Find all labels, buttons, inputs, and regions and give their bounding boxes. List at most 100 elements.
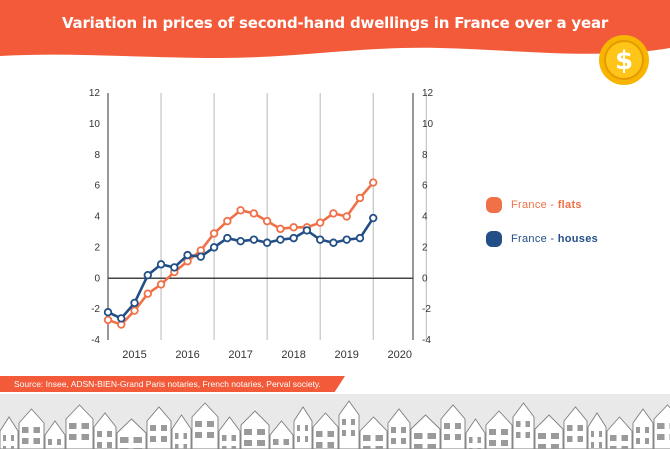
data-point-houses [342, 235, 351, 244]
town-window [645, 427, 649, 433]
town-house [93, 412, 117, 449]
town-window [401, 427, 406, 433]
town-window [599, 431, 602, 437]
town-window [363, 446, 371, 449]
y-tick-label-left: 12 [89, 88, 101, 99]
y-tick-label-right: -2 [422, 304, 431, 315]
town-illustration [0, 394, 670, 449]
town-window [161, 425, 167, 431]
town-window [489, 440, 496, 446]
data-point-houses [209, 243, 219, 252]
x-tick-label: 2015 [122, 349, 146, 361]
data-point-houses [262, 238, 272, 247]
legend-flats-prefix: France - [511, 199, 558, 211]
town-window [455, 423, 461, 429]
series-layer [103, 178, 378, 329]
coin-symbol: $ [615, 46, 633, 76]
town-window [427, 433, 436, 439]
town-window [391, 427, 396, 433]
town-window [297, 425, 300, 431]
town-window [175, 444, 179, 449]
town-window [414, 444, 423, 449]
town-window [645, 438, 649, 444]
town-window [133, 437, 142, 443]
data-point-flats [315, 218, 325, 227]
town-window [501, 440, 508, 446]
data-point-houses [103, 308, 113, 317]
town-window [342, 430, 346, 436]
town-window [591, 431, 594, 437]
town-window [327, 431, 334, 437]
legend-flats-label: France - flats [511, 199, 582, 211]
data-point-flats [130, 306, 139, 315]
town-window [183, 444, 187, 449]
town-window [175, 433, 179, 439]
town-window [516, 432, 521, 438]
y-tick-label-right: 10 [422, 119, 434, 130]
town-window [305, 425, 308, 431]
town-window [183, 433, 187, 439]
x-tick-label: 2018 [281, 349, 305, 361]
town-window [610, 435, 617, 441]
chart-title: Variation in prices of second-hand dwell… [61, 14, 609, 32]
data-point-houses [183, 250, 192, 260]
town-window [244, 429, 252, 435]
data-point-flats [156, 280, 166, 289]
y-tick-label-left: 4 [94, 212, 100, 223]
town-window [444, 423, 450, 429]
town-window [273, 439, 279, 445]
town-window [477, 437, 481, 443]
label-layer: 12 12 10 10 8 8 6 6 4 4 2 2 0 0 -2 -2 -4 -4 2015 2016 2017 20… [89, 88, 434, 361]
data-point-flats [249, 209, 259, 218]
town-window [231, 435, 236, 441]
town-window [120, 437, 129, 443]
data-point-houses [329, 238, 338, 247]
town-window [257, 429, 265, 435]
town-window [363, 435, 371, 441]
town-window [469, 437, 473, 443]
data-point-houses [117, 314, 126, 323]
data-point-flats [355, 193, 365, 203]
town-window [621, 446, 628, 449]
town-window [636, 438, 640, 444]
town-window [222, 446, 227, 449]
town-window [501, 429, 508, 435]
data-point-houses [315, 235, 325, 244]
legend-houses-label: France - houses [511, 233, 598, 245]
legend-flats-swatch [486, 197, 502, 213]
town-window [305, 436, 308, 442]
town-window [207, 432, 214, 438]
town-window [591, 442, 594, 448]
dollar-coin-icon: $ [599, 35, 649, 85]
town-window [161, 436, 167, 442]
series-line-flats [107, 181, 375, 326]
town-window [342, 419, 346, 425]
legend-houses-swatch [486, 231, 502, 247]
town-window [414, 433, 423, 439]
town-window [375, 446, 383, 449]
town-window [489, 429, 496, 435]
town-window [57, 439, 61, 445]
data-point-houses [276, 235, 285, 244]
town-window [11, 435, 14, 441]
town-window [195, 421, 202, 427]
data-point-flats [143, 289, 152, 298]
town-window [33, 427, 40, 433]
data-point-houses [249, 235, 259, 244]
town-window [316, 431, 323, 437]
town-window [375, 435, 383, 441]
y-tick-label-left: 10 [89, 119, 101, 130]
data-point-houses [289, 233, 298, 243]
town-window [327, 442, 334, 448]
town-window [391, 438, 396, 444]
town-window [97, 442, 102, 448]
data-point-houses [196, 252, 206, 261]
town-window [657, 423, 665, 429]
town-window [567, 425, 573, 431]
data-point-houses [302, 226, 312, 235]
y-tick-label-right: 6 [422, 181, 428, 192]
y-tick-label-right: 12 [422, 88, 434, 99]
series-line-houses [107, 217, 375, 320]
x-tick-label: 2016 [175, 349, 199, 361]
y-tick-label-right: 0 [422, 273, 428, 284]
